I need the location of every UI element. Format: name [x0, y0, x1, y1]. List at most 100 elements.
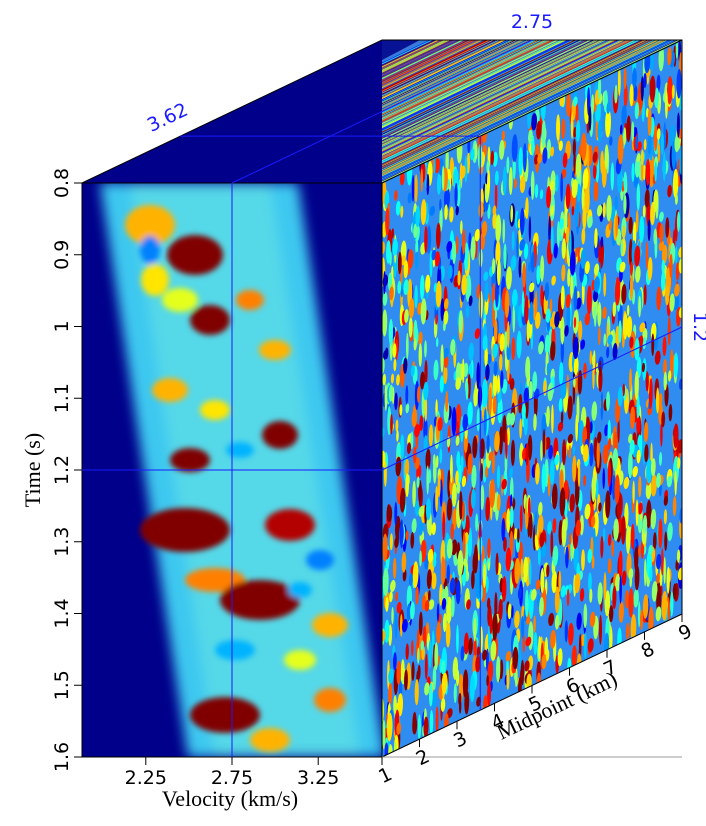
texture — [662, 336, 667, 357]
texture — [467, 401, 473, 425]
texture — [382, 533, 388, 562]
texture — [541, 413, 547, 440]
texture — [672, 168, 679, 199]
texture — [663, 371, 668, 391]
texture — [516, 233, 519, 259]
texture — [374, 40, 676, 183]
texture — [442, 511, 446, 541]
texture — [496, 655, 501, 683]
texture — [412, 717, 418, 735]
texture — [540, 255, 545, 282]
texture — [655, 606, 662, 622]
texture — [505, 651, 512, 662]
texture — [661, 259, 666, 274]
texture — [575, 203, 580, 227]
texture — [514, 557, 521, 584]
texture — [393, 695, 397, 715]
texture — [462, 669, 469, 698]
texture — [559, 469, 564, 493]
texture — [569, 493, 575, 513]
texture — [666, 76, 673, 105]
texture — [351, 40, 654, 183]
texture — [584, 312, 591, 326]
texture — [474, 328, 480, 339]
texture — [632, 67, 637, 88]
texture — [623, 194, 627, 215]
texture — [533, 615, 536, 633]
texture — [486, 674, 489, 687]
texture — [542, 428, 546, 459]
texture — [546, 362, 550, 376]
texture — [445, 390, 449, 413]
texture — [630, 523, 635, 550]
texture — [384, 619, 390, 643]
texture — [663, 495, 669, 506]
texture — [638, 295, 642, 318]
texture — [623, 67, 627, 90]
texture — [506, 320, 510, 349]
texture — [564, 620, 568, 643]
texture — [518, 256, 522, 278]
texture — [502, 218, 506, 244]
texture — [455, 470, 459, 486]
texture — [125, 205, 175, 245]
texture — [561, 439, 567, 466]
texture — [485, 364, 490, 381]
texture — [262, 421, 298, 449]
texture — [432, 665, 437, 691]
y-tick-label: 0.8 — [51, 168, 73, 198]
texture — [523, 243, 529, 260]
texture — [587, 548, 593, 564]
texture — [408, 573, 414, 586]
texture — [492, 612, 498, 641]
texture — [649, 75, 656, 103]
texture — [522, 262, 526, 288]
texture — [518, 648, 522, 671]
texture — [560, 316, 565, 345]
texture — [575, 519, 582, 537]
texture — [404, 459, 410, 477]
texture — [567, 268, 571, 287]
texture — [468, 342, 474, 362]
texture — [396, 601, 402, 614]
texture — [561, 238, 566, 260]
texture — [358, 40, 660, 183]
texture — [544, 334, 550, 355]
texture — [510, 204, 514, 223]
texture — [550, 204, 555, 216]
texture — [598, 502, 602, 512]
texture — [663, 556, 666, 585]
texture — [510, 255, 517, 271]
texture — [679, 378, 682, 390]
texture — [372, 40, 674, 183]
texture — [628, 568, 634, 581]
texture — [309, 40, 611, 183]
texture — [591, 474, 597, 502]
texture — [417, 664, 421, 680]
texture — [631, 121, 635, 142]
texture — [405, 643, 409, 660]
texture — [431, 522, 436, 536]
texture — [632, 480, 635, 504]
texture — [509, 467, 513, 478]
texture — [561, 118, 566, 139]
texture — [673, 352, 679, 378]
texture — [675, 40, 679, 59]
texture — [413, 338, 417, 351]
texture — [334, 40, 636, 183]
texture — [416, 386, 421, 403]
texture — [382, 630, 386, 642]
texture — [394, 189, 398, 201]
texture — [331, 40, 633, 183]
texture — [404, 669, 408, 691]
texture — [449, 206, 454, 223]
texture — [527, 497, 531, 518]
texture — [597, 582, 603, 605]
texture — [330, 40, 632, 183]
texture — [580, 339, 586, 350]
texture — [614, 276, 621, 306]
texture — [441, 557, 446, 584]
texture — [466, 599, 471, 610]
texture — [517, 528, 520, 543]
texture — [658, 44, 664, 72]
